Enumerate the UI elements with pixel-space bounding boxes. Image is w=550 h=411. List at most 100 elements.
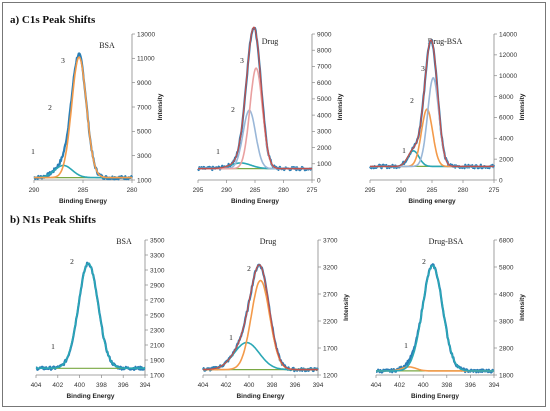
y-tick-label: 1200 (323, 372, 338, 379)
y-tick-label: 3300 (150, 252, 165, 259)
peak-label: 1 (404, 341, 408, 350)
fit-envelope (203, 264, 318, 371)
x-tick-label: 275 (489, 187, 500, 194)
x-tick-label: 398 (441, 382, 452, 389)
x-tick-label: 280 (458, 187, 469, 194)
y-tick-label: 2900 (150, 282, 165, 289)
peak-label: 1 (216, 147, 220, 156)
peak-label: 2 (422, 257, 426, 266)
fit-component-3 (370, 76, 494, 168)
y-tick-label: 2000 (317, 145, 332, 152)
x-axis-label: Binding Energy (231, 198, 279, 205)
section-title-c1s: a) C1s Peak Shifts (10, 14, 96, 26)
y-tick-label: 8000 (499, 94, 514, 101)
y-tick-label: 1000 (317, 161, 332, 168)
chart-title: Drug-BSA (428, 37, 463, 46)
peak-label: 1 (51, 342, 55, 351)
peak-label: 2 (231, 105, 235, 114)
x-axis-label: Binding Energy (411, 393, 459, 400)
chart-title: BSA (116, 237, 132, 246)
x-tick-label: 404 (31, 382, 42, 389)
figure-border (2, 2, 546, 407)
fit-envelope (370, 39, 494, 168)
x-tick-label: 400 (244, 382, 255, 389)
fit-component-2 (34, 56, 132, 179)
y-tick-label: 0 (499, 177, 503, 184)
y-tick-label: 2700 (323, 291, 338, 298)
y-tick-label: 3100 (150, 267, 165, 274)
peak-label: 1 (31, 147, 35, 156)
y-tick-label: 1800 (499, 372, 514, 379)
y-tick-label: 1700 (323, 345, 338, 352)
y-tick-label: 2100 (150, 342, 165, 349)
chart-3: 295 290 285 280 275 0 2000 4000 6000 8000 10000 120… (365, 31, 526, 205)
y-tick-label: 6800 (499, 237, 514, 244)
chart-title: Drug (262, 37, 278, 46)
x-tick-label: 285 (250, 187, 261, 194)
y-tick-label: 6000 (499, 115, 514, 122)
y-tick-label: 6000 (317, 80, 332, 87)
peak-label: 3 (421, 64, 425, 73)
x-tick-label: 295 (365, 187, 376, 194)
y-tick-label: 7000 (137, 104, 152, 111)
x-tick-label: 402 (221, 382, 232, 389)
x-tick-label: 285 (427, 187, 438, 194)
y-tick-label: 3200 (323, 264, 338, 271)
y-tick-label: 12000 (499, 52, 517, 59)
y-axis-label: Intensity (343, 294, 350, 321)
y-tick-label: 2800 (499, 345, 514, 352)
y-tick-label: 9000 (317, 31, 332, 38)
y-tick-label: 2700 (150, 297, 165, 304)
fit-component-2 (198, 109, 312, 170)
x-tick-label: 290 (29, 187, 40, 194)
x-axis-label: Binding Energy (66, 393, 114, 400)
x-tick-label: 290 (221, 187, 232, 194)
peak-label: 2 (410, 96, 414, 105)
fit-component-2 (376, 264, 494, 372)
fit-envelope (198, 26, 312, 170)
chart-2: 295 290 285 280 275 0 1000 2000 3000 4000 5000 6000… (193, 26, 344, 205)
y-tick-label: 1700 (150, 372, 165, 379)
y-tick-label: 2500 (150, 312, 165, 319)
y-tick-label: 1900 (150, 357, 165, 364)
x-tick-label: 398 (96, 382, 107, 389)
y-tick-label: 8000 (317, 48, 332, 55)
x-tick-label: 280 (127, 187, 138, 194)
x-tick-label: 404 (371, 382, 382, 389)
x-tick-label: 285 (78, 187, 89, 194)
x-axis-label: Binding Energy (236, 393, 284, 400)
peak-label: 2 (247, 264, 251, 273)
x-tick-label: 400 (74, 382, 85, 389)
y-tick-label: 5000 (317, 96, 332, 103)
chart-title: Drug (260, 237, 276, 246)
x-tick-label: 396 (290, 382, 301, 389)
raw-spectrum (197, 27, 313, 172)
x-tick-label: 280 (278, 187, 289, 194)
y-tick-label: 11000 (137, 56, 155, 63)
chart-4: 404 402 400 398 396 394 1700 1900 2100 2300 2500 27… (31, 237, 165, 400)
y-axis-label: Intensity (157, 93, 164, 120)
x-tick-label: 394 (140, 382, 151, 389)
x-tick-label: 295 (193, 187, 204, 194)
raw-spectrum (369, 39, 496, 170)
y-tick-label: 2300 (150, 327, 165, 334)
y-tick-label: 4000 (499, 136, 514, 143)
y-tick-label: 5000 (137, 129, 152, 136)
peak-label: 3 (61, 56, 65, 65)
y-tick-label: 3000 (137, 153, 152, 160)
x-tick-label: 394 (313, 382, 324, 389)
x-axis-label: Binding energy (408, 198, 456, 205)
chart-1: 290 285 280 1000 3000 5000 7000 9000 11000 13000 B… (29, 31, 164, 205)
chart-title: Drug-BSA (429, 237, 464, 246)
section-title-n1s: b) N1s Peak Shifts (10, 214, 96, 226)
y-tick-label: 2200 (323, 318, 338, 325)
y-tick-label: 4000 (317, 112, 332, 119)
fit-component-1 (370, 149, 494, 168)
y-tick-label: 9000 (137, 80, 152, 87)
x-tick-label: 404 (198, 382, 209, 389)
x-tick-label: 396 (465, 382, 476, 389)
x-axis-label: Binding Energy (59, 198, 107, 205)
peak-label: 3 (240, 56, 244, 65)
y-tick-label: 1000 (137, 177, 152, 184)
